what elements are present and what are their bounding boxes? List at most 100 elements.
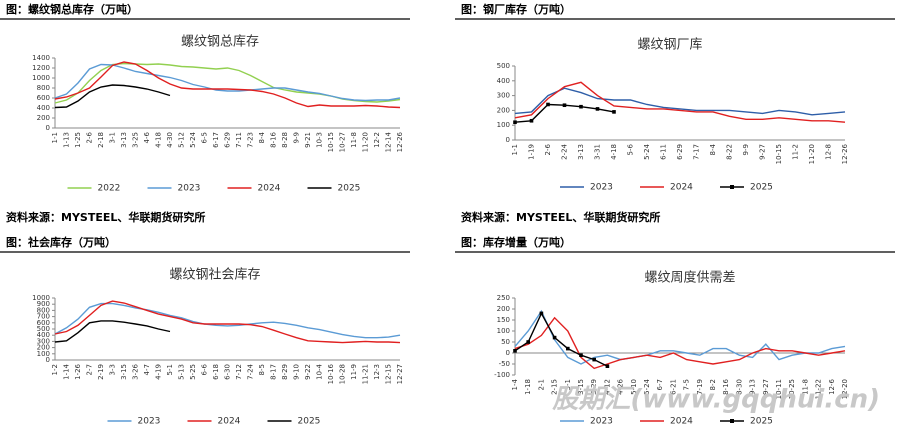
x-tick-label: 8-29 (281, 364, 289, 380)
x-tick-label: 8-22 (726, 144, 734, 160)
x-tick-label: 4-18 (610, 144, 618, 160)
x-tick-label: 1-2 (51, 364, 59, 375)
legend-label: 2022 (98, 184, 121, 194)
x-tick-label: 12-20 (841, 379, 849, 399)
y-tick-label: 600 (37, 94, 50, 102)
x-tick-label: 2-6 (544, 143, 552, 155)
source-note: 资料来源：MYSTEEL、华联期货研究所 (6, 210, 205, 224)
x-tick-label: 12-27 (396, 364, 404, 384)
y-tick-label: 0 (506, 349, 510, 357)
x-tick-label: 4-7 (143, 364, 151, 375)
y-tick-label: -100 (494, 371, 510, 379)
x-tick-label: 1-4 (511, 378, 519, 390)
x-tick-label: 8-30 (735, 379, 743, 395)
x-tick-label: 5-1 (166, 364, 174, 375)
y-tick-label: 400 (497, 77, 510, 85)
x-tick-label: 9-27 (762, 379, 770, 395)
chart-title: 螺纹周度供需差 (644, 270, 735, 286)
x-tick-label: 10-3 (316, 132, 324, 148)
chart-title: 螺纹钢社会库存 (169, 267, 260, 283)
chart-caption: 图：库存增量（万吨） (461, 235, 571, 249)
x-tick-label: 5-24 (643, 378, 651, 394)
series-line (514, 316, 846, 370)
x-tick-label: 5-24 (643, 143, 651, 159)
legend-label: 2023 (590, 417, 613, 427)
y-tick-label: 500 (497, 62, 510, 70)
point-marker (612, 110, 616, 114)
x-tick-label: 2-6 (86, 131, 94, 143)
x-tick-label: 9-10 (293, 364, 301, 380)
point-marker (546, 102, 550, 107)
y-tick-label: 0 (46, 124, 50, 132)
series-line (514, 311, 608, 367)
x-tick-label: 4-26 (617, 378, 625, 394)
legend-label: 2024 (670, 417, 693, 427)
y-tick-label: 1000 (32, 74, 50, 82)
x-tick-label: 8-4 (258, 131, 266, 143)
legend-label: 2023 (590, 183, 613, 193)
point-marker (562, 103, 567, 108)
point-marker (579, 353, 583, 357)
x-tick-label: 3-1 (564, 379, 572, 390)
chart-title: 螺纹钢厂库 (637, 37, 702, 53)
x-tick-label: 9-9 (742, 144, 750, 155)
watermark: 股期汇(www.gqqhui.cn) (551, 385, 880, 415)
legend-marker (730, 419, 734, 423)
x-tick-label: 3-1 (109, 132, 117, 143)
x-tick-label: 10-16 (327, 363, 335, 384)
legend-label: 2025 (750, 183, 773, 193)
x-tick-label: 11-20 (808, 144, 816, 164)
x-tick-label: 1-19 (528, 144, 536, 160)
x-tick-label: 1-1 (511, 144, 519, 155)
x-tick-label: 8-2 (709, 379, 717, 390)
y-tick-label: 300 (37, 337, 50, 345)
x-tick-label: 12-14 (385, 131, 393, 152)
x-tick-label: 5-25 (189, 364, 197, 380)
y-tick-label: 250 (497, 294, 510, 302)
x-tick-label: 1-13 (63, 132, 71, 148)
x-tick-label: 12-26 (841, 143, 849, 164)
y-tick-label: -50 (499, 360, 510, 368)
x-tick-label: 8-16 (270, 131, 278, 147)
x-tick-label: 2-15 (551, 379, 559, 395)
x-tick-label: 5-6 (627, 143, 635, 155)
x-tick-label: 6-7 (656, 379, 664, 390)
x-tick-label: 6-6 (201, 363, 209, 375)
y-tick-label: 200 (497, 305, 510, 313)
point-marker (529, 118, 534, 123)
series-line (54, 61, 401, 109)
x-tick-label: 7-5 (683, 379, 691, 390)
x-tick-label: 10-15 (327, 132, 335, 152)
x-tick-label: 8-28 (281, 132, 289, 148)
point-marker (579, 104, 583, 109)
x-tick-label: 7-11 (235, 132, 243, 148)
x-tick-label: 3-29 (590, 379, 598, 395)
x-tick-label: 2-1 (537, 379, 545, 390)
x-tick-label: 7-12 (235, 364, 243, 380)
chart-caption: 图：社会库存（万吨） (6, 235, 116, 249)
series-line (514, 309, 846, 365)
y-tick-label: 1000 (32, 294, 50, 302)
x-tick-label: 6-18 (212, 364, 220, 380)
y-tick-label: 200 (497, 106, 510, 114)
legend-label: 2023 (178, 184, 201, 194)
source-note: 资料来源：MYSTEEL、华联期货研究所 (461, 210, 660, 224)
x-tick-label: 3-13 (577, 144, 585, 160)
series-line (54, 320, 171, 343)
x-tick-label: 10-11 (775, 379, 783, 399)
y-tick-label: 500 (37, 325, 50, 333)
legend-label: 2025 (298, 417, 321, 427)
x-tick-label: 3-3 (109, 364, 117, 375)
x-tick-label: 1-18 (524, 379, 532, 395)
x-tick-label: 7-17 (693, 144, 701, 160)
series-line (514, 87, 846, 116)
x-tick-label: 11-21 (362, 364, 370, 384)
x-tick-label: 6-30 (224, 364, 232, 380)
x-tick-label: 7-19 (696, 379, 704, 395)
point-marker (592, 357, 596, 362)
x-tick-label: 12-3 (373, 364, 381, 380)
x-tick-label: 6-11 (660, 144, 668, 160)
x-tick-label: 9-9 (293, 132, 301, 143)
x-tick-label: 8-17 (270, 364, 278, 380)
